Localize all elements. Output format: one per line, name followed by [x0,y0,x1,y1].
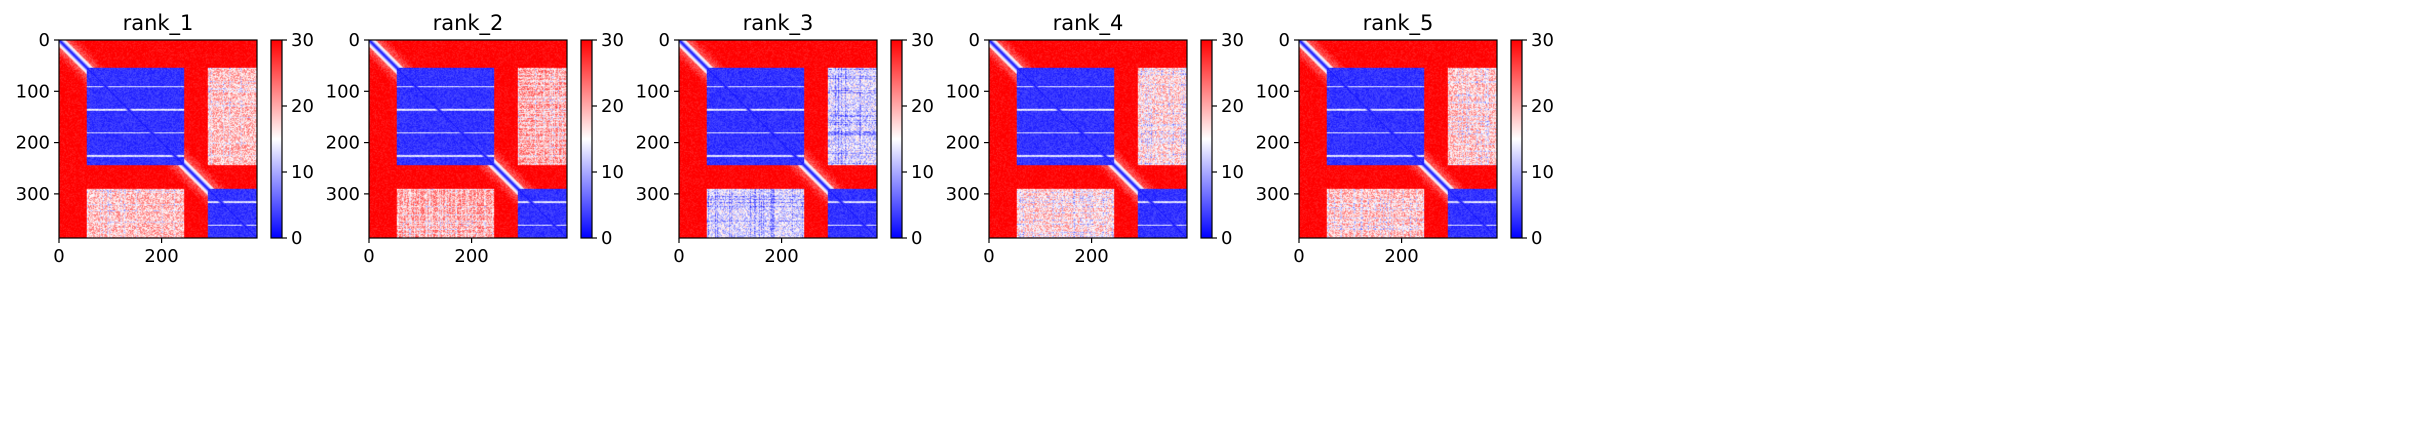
colorbar-tick-label: 20 [911,96,934,117]
panel-title: rank_2 [433,11,504,36]
plot-frame [678,39,878,239]
y-tick-label: 100 [946,81,980,102]
colorbar-tick-label: 30 [601,30,624,51]
colorbar-tick-label: 20 [601,96,624,117]
colorbar-tick-label: 30 [291,30,314,51]
y-tick-label: 100 [326,81,360,102]
y-tick-label: 0 [969,30,980,51]
plot-frame [1298,39,1498,239]
y-tick-label: 300 [16,184,50,205]
colorbar-tick-label: 30 [1531,30,1554,51]
y-tick-label: 200 [16,133,50,154]
heatmap-panel-3: rank_3 0 200 0 100 200 300 0 10 20 30 [636,11,934,267]
colorbar [271,40,282,238]
colorbar-tick-label: 10 [1531,162,1554,183]
heatmap-image [369,40,567,238]
heatmap-panel-4: rank_4 0 200 0 100 200 300 0 10 20 30 [946,11,1244,267]
colorbar-frame [1510,39,1523,239]
heatmap-panel-5: rank_5 0 200 0 100 200 300 0 10 20 30 [1256,11,1554,267]
y-tick-label: 100 [1256,81,1290,102]
y-tick-label: 0 [1279,30,1290,51]
colorbar-frame [890,39,903,239]
colorbar [1201,40,1212,238]
colorbar-tick-label: 20 [1531,96,1554,117]
x-tick-label: 0 [53,246,64,267]
x-tick-label: 200 [1384,246,1418,267]
y-tick-label: 300 [946,184,980,205]
x-tick-label: 200 [764,246,798,267]
colorbar-tick-label: 30 [1221,30,1244,51]
y-tick-label: 300 [326,184,360,205]
colorbar-frame [580,39,593,239]
y-tick-label: 200 [946,133,980,154]
plot-frame [58,39,258,239]
heatmap-image [1299,40,1497,238]
y-tick-label: 300 [636,184,670,205]
colorbar-tick-label: 0 [601,228,612,249]
colorbar-tick-label: 20 [1221,96,1244,117]
x-tick-label: 0 [673,246,684,267]
y-tick-label: 0 [349,30,360,51]
colorbar-tick-label: 0 [911,228,922,249]
y-tick-label: 300 [1256,184,1290,205]
panel-title: rank_3 [743,11,814,36]
colorbar-frame [1200,39,1213,239]
colorbar-tick-label: 30 [911,30,934,51]
panel-title: rank_5 [1363,11,1434,36]
y-tick-label: 100 [636,81,670,102]
y-tick-label: 200 [326,133,360,154]
y-tick-label: 0 [39,30,50,51]
colorbar-tick-label: 0 [1221,228,1232,249]
x-tick-label: 200 [454,246,488,267]
y-tick-label: 100 [16,81,50,102]
x-tick-label: 0 [1293,246,1304,267]
y-tick-label: 0 [659,30,670,51]
plot-frame [988,39,1188,239]
colorbar-tick-label: 0 [1531,228,1542,249]
heatmap-panel-2: rank_2 0 200 0 100 200 300 0 10 20 30 [326,11,624,267]
x-tick-label: 0 [363,246,374,267]
heatmap-panel-1: rank_1 0 200 0 100 200 300 0 10 20 30 [16,11,314,267]
colorbar-tick-label: 10 [911,162,934,183]
heatmap-image [59,40,257,238]
heatmap-image [989,40,1187,238]
colorbar [581,40,592,238]
x-tick-label: 0 [983,246,994,267]
heatmap-image [679,40,877,238]
panel-title: rank_1 [123,11,194,36]
y-tick-label: 200 [1256,133,1290,154]
colorbar-tick-label: 0 [291,228,302,249]
y-tick-label: 200 [636,133,670,154]
colorbar-tick-label: 10 [601,162,624,183]
colorbar [891,40,902,238]
panel-title: rank_4 [1053,11,1124,36]
x-tick-label: 200 [144,246,178,267]
plot-frame [368,39,568,239]
colorbar-tick-label: 20 [291,96,314,117]
colorbar [1511,40,1522,238]
colorbar-frame [270,39,283,239]
colorbar-tick-label: 10 [291,162,314,183]
colorbar-tick-label: 10 [1221,162,1244,183]
x-tick-label: 200 [1074,246,1108,267]
